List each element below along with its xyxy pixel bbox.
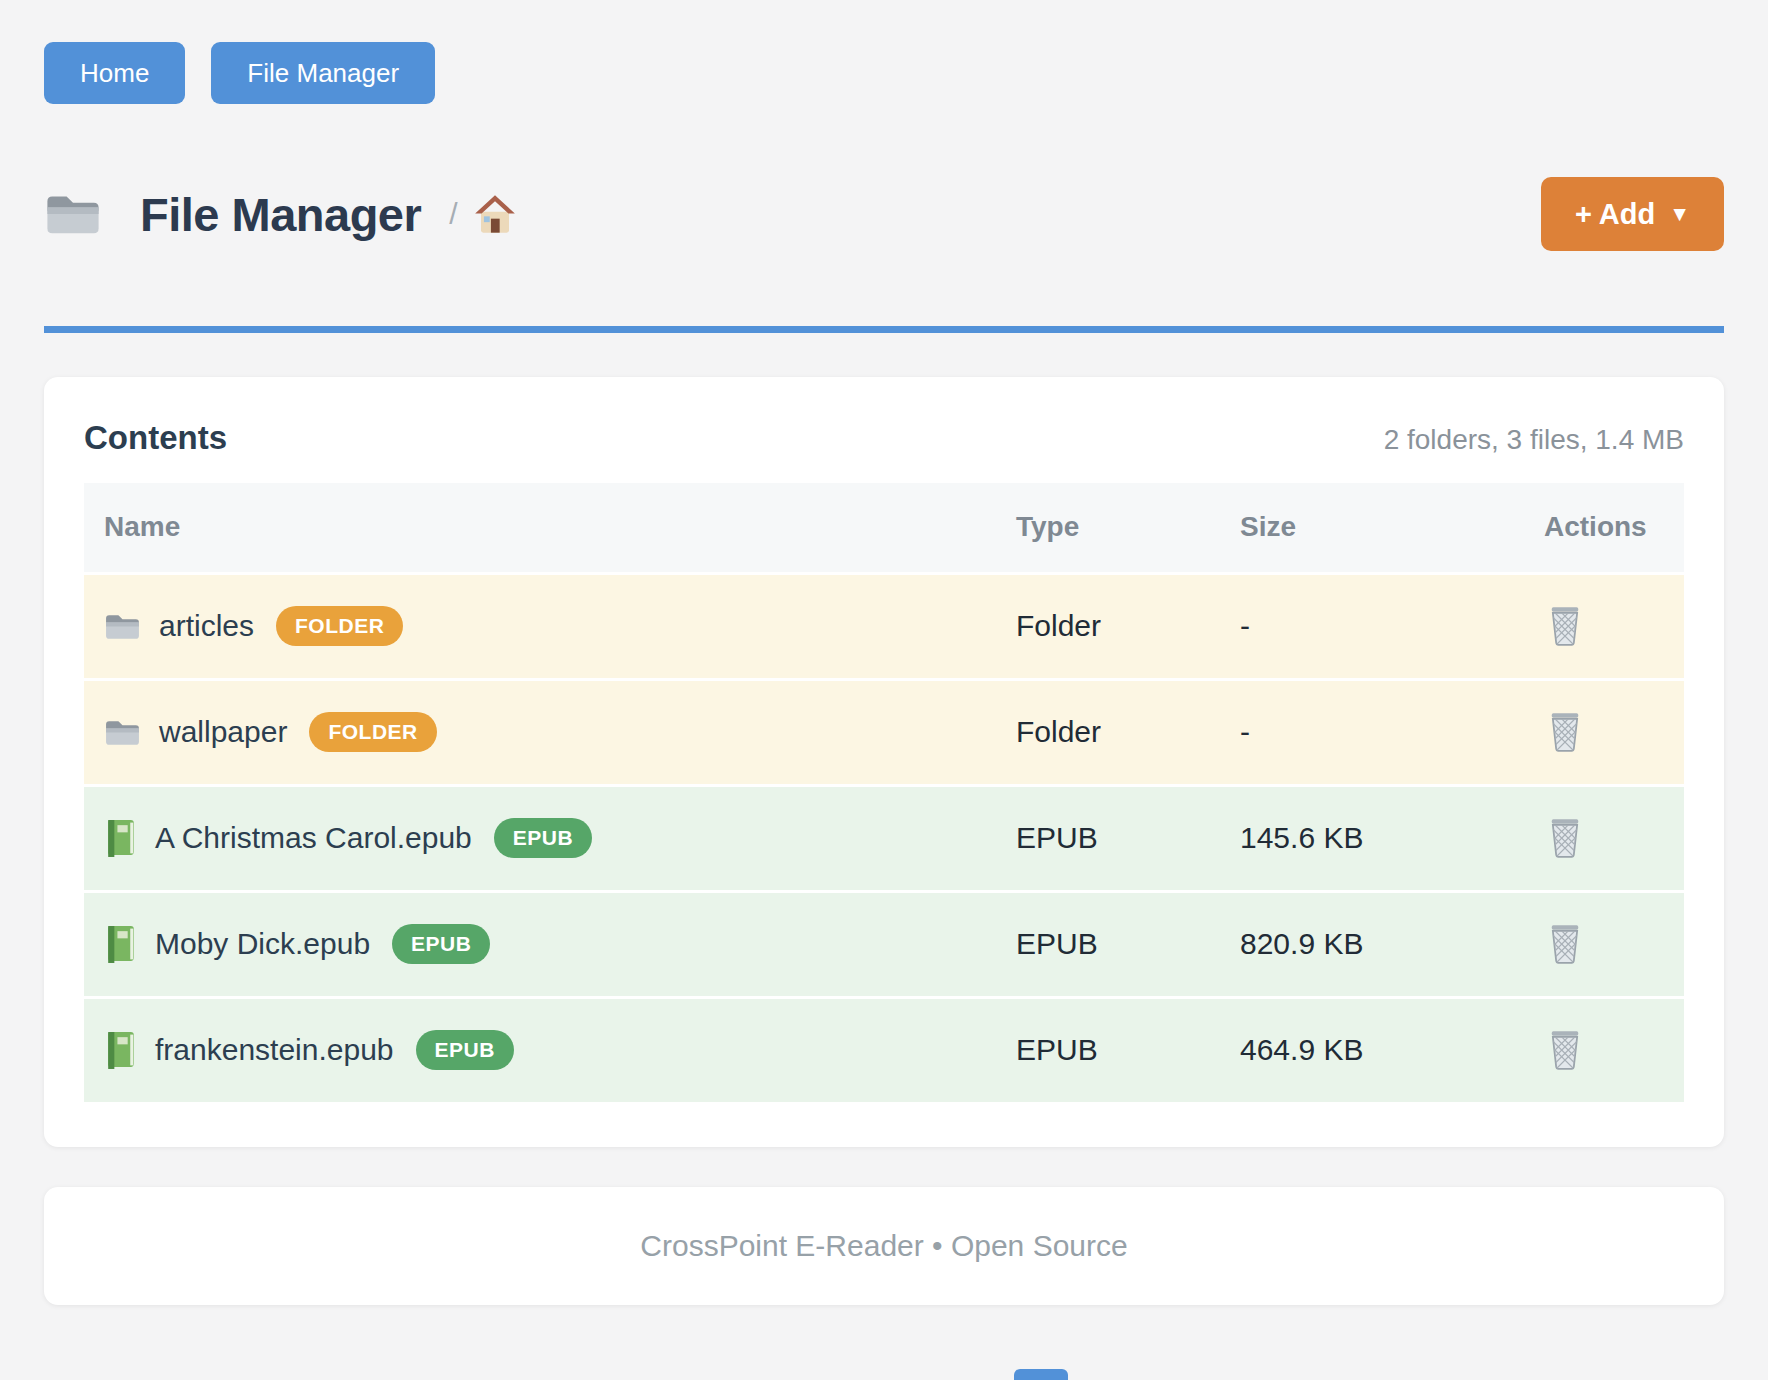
size-cell: - (1220, 573, 1524, 679)
contents-title: Contents (84, 419, 227, 457)
book-icon (104, 819, 137, 858)
type-cell: Folder (996, 679, 1220, 785)
delete-button[interactable] (1544, 706, 1586, 759)
nav-file-manager-button[interactable]: File Manager (211, 42, 435, 104)
breadcrumb-separator: / (449, 197, 457, 231)
contents-card: Contents 2 folders, 3 files, 1.4 MB Name… (44, 377, 1724, 1147)
file-table: Name Type Size Actions articles (84, 483, 1684, 1105)
delete-button[interactable] (1544, 918, 1586, 971)
actions-cell (1524, 785, 1684, 891)
footer-text: CrossPoint E-Reader • Open Source (640, 1229, 1127, 1262)
top-navigation: Home File Manager (44, 42, 1724, 104)
trash-icon (1548, 922, 1582, 967)
file-table-header: Name Type Size Actions (84, 483, 1684, 573)
file-badge: EPUB (392, 924, 490, 964)
name-cell: wallpaper FOLDER (84, 679, 996, 785)
trash-icon (1548, 1028, 1582, 1073)
actions-cell (1524, 573, 1684, 679)
actions-cell (1524, 679, 1684, 785)
book-icon (104, 925, 137, 964)
file-name-link[interactable]: Moby Dick.epub (155, 927, 370, 961)
name-cell: frankenstein.epub EPUB (84, 997, 996, 1103)
trash-icon (1548, 604, 1582, 649)
file-name-link[interactable]: articles (159, 609, 254, 643)
file-badge: EPUB (494, 818, 592, 858)
page: Home File Manager File Manager / (0, 0, 1768, 1305)
header-divider (44, 326, 1724, 333)
add-button-label: + Add (1575, 198, 1655, 231)
table-row: wallpaper FOLDER Folder - (84, 679, 1684, 785)
trash-icon (1548, 816, 1582, 861)
delete-button[interactable] (1544, 1024, 1586, 1077)
file-badge: EPUB (416, 1030, 514, 1070)
file-name-link[interactable]: A Christmas Carol.epub (155, 821, 472, 855)
file-badge: FOLDER (309, 712, 436, 752)
table-row: articles FOLDER Folder - (84, 573, 1684, 679)
actions-cell (1524, 997, 1684, 1103)
folder-icon (104, 717, 141, 748)
size-cell: - (1220, 679, 1524, 785)
file-table-body: articles FOLDER Folder - (84, 573, 1684, 1103)
book-icon (104, 1031, 137, 1070)
column-header-size: Size (1220, 483, 1524, 573)
nav-home-button[interactable]: Home (44, 42, 185, 104)
delete-button[interactable] (1544, 812, 1586, 865)
folder-icon (44, 190, 102, 238)
chevron-down-icon: ▼ (1669, 202, 1690, 226)
type-cell: Folder (996, 573, 1220, 679)
column-header-actions: Actions (1524, 483, 1684, 573)
contents-summary: 2 folders, 3 files, 1.4 MB (1384, 424, 1684, 456)
contents-header: Contents 2 folders, 3 files, 1.4 MB (84, 419, 1684, 457)
footer-card: CrossPoint E-Reader • Open Source (44, 1187, 1724, 1305)
type-cell: EPUB (996, 891, 1220, 997)
name-cell: articles FOLDER (84, 573, 996, 679)
page-header: File Manager / + Add ▼ (44, 174, 1724, 254)
page-title: File Manager (140, 187, 421, 242)
column-header-name: Name (84, 483, 996, 573)
name-cell: A Christmas Carol.epub EPUB (84, 785, 996, 891)
type-cell: EPUB (996, 785, 1220, 891)
column-header-type: Type (996, 483, 1220, 573)
delete-button[interactable] (1544, 600, 1586, 653)
trash-icon (1548, 710, 1582, 755)
size-cell: 464.9 KB (1220, 997, 1524, 1103)
file-name-link[interactable]: frankenstein.epub (155, 1033, 394, 1067)
actions-cell (1524, 891, 1684, 997)
size-cell: 820.9 KB (1220, 891, 1524, 997)
table-row: Moby Dick.epub EPUB EPUB 820.9 KB (84, 891, 1684, 997)
table-row: frankenstein.epub EPUB EPUB 464.9 KB (84, 997, 1684, 1103)
partially-visible-element[interactable] (1014, 1369, 1068, 1380)
file-badge: FOLDER (276, 606, 403, 646)
size-cell: 145.6 KB (1220, 785, 1524, 891)
add-button[interactable]: + Add ▼ (1541, 177, 1724, 251)
type-cell: EPUB (996, 997, 1220, 1103)
folder-icon (104, 611, 141, 642)
home-icon[interactable] (474, 194, 516, 234)
title-group: File Manager / (44, 187, 1541, 242)
name-cell: Moby Dick.epub EPUB (84, 891, 996, 997)
file-name-link[interactable]: wallpaper (159, 715, 287, 749)
table-row: A Christmas Carol.epub EPUB EPUB 145.6 K… (84, 785, 1684, 891)
